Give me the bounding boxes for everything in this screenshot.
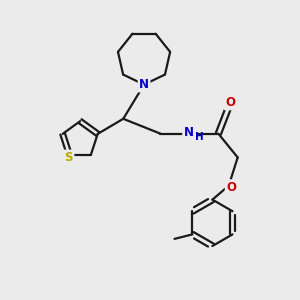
Text: O: O <box>226 181 236 194</box>
Text: S: S <box>64 151 73 164</box>
Text: O: O <box>225 96 235 109</box>
Text: H: H <box>195 132 204 142</box>
Text: N: N <box>184 126 194 139</box>
Text: N: N <box>139 78 149 91</box>
